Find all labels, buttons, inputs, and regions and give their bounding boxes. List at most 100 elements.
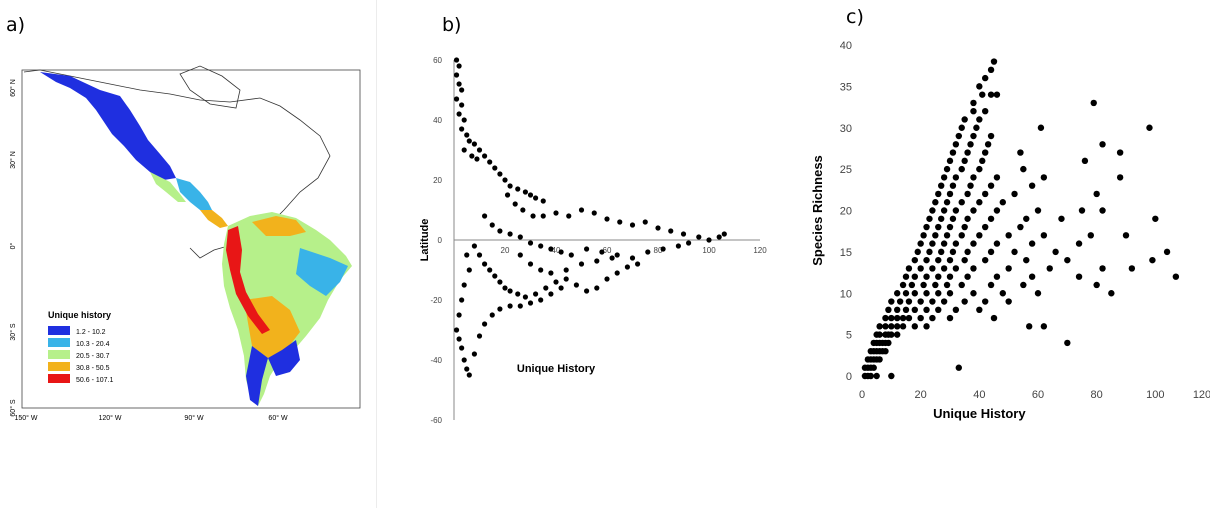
scatter-point	[558, 249, 564, 255]
scatter-point	[902, 290, 910, 297]
scatter-point	[517, 234, 523, 240]
x-tick-label: 100	[702, 246, 716, 255]
scatter-point	[987, 215, 995, 222]
scatter-point	[949, 248, 957, 256]
scatter-point	[604, 276, 610, 282]
scatter-point	[686, 240, 692, 246]
x-tick-label: 20	[501, 246, 510, 255]
x-axis-title: Unique History	[517, 363, 596, 375]
scatter-point	[987, 182, 995, 189]
scatter-point	[940, 174, 948, 181]
scatter-point	[970, 108, 977, 115]
scatter-point	[923, 306, 930, 313]
greenland-outline	[179, 65, 241, 109]
scatter-point	[955, 132, 962, 140]
scatter-point	[976, 83, 983, 90]
scatter-point	[899, 281, 907, 289]
scatter-point	[932, 281, 939, 289]
scatter-point	[1152, 215, 1159, 222]
lat-label-30s: 30° S	[9, 323, 17, 341]
scatter-point	[894, 331, 901, 338]
y-axis-title: Species Richness	[810, 155, 825, 266]
scatter-point	[482, 321, 488, 327]
scatter-point	[461, 282, 467, 288]
scatter-point	[466, 267, 472, 273]
scatter-point	[894, 323, 901, 330]
lon-label-150w: 150° W	[14, 414, 37, 422]
scatter-point	[459, 297, 465, 303]
scatter-point	[876, 356, 883, 363]
scatter-point	[961, 157, 968, 165]
scatter-point	[563, 267, 569, 273]
scatter-point	[1023, 215, 1030, 222]
scatter-point	[955, 364, 962, 371]
scatter-point	[1108, 290, 1115, 297]
scatter-point	[967, 141, 974, 148]
scatter-point	[1122, 232, 1130, 239]
scatter-point	[1028, 182, 1036, 189]
scatter-point	[935, 306, 942, 313]
scatter-point	[905, 314, 913, 322]
scatter-point	[507, 183, 513, 189]
scatter-point	[940, 207, 948, 214]
scatter-point	[502, 285, 508, 291]
scatter-point	[456, 312, 462, 318]
scatter-point	[584, 246, 590, 252]
scatter-point	[459, 87, 465, 93]
scatter-point	[558, 285, 564, 291]
scatter-point	[517, 252, 523, 258]
scatter-point	[1017, 149, 1024, 156]
scatter-point	[668, 228, 674, 234]
scatter-point	[990, 58, 998, 65]
legend-swatch	[48, 326, 70, 335]
scatter-point	[492, 165, 498, 171]
scatter-point	[507, 231, 513, 237]
scatter-point	[967, 182, 974, 189]
scatter-point	[935, 190, 942, 198]
scatter-point	[645, 249, 651, 255]
scatter-point	[911, 290, 918, 297]
scatter-point	[911, 323, 918, 330]
scatter-point	[497, 228, 503, 234]
scatter-point	[964, 248, 971, 256]
scatter-point	[1087, 232, 1094, 239]
y-axis-title: Latitude	[419, 219, 431, 262]
scatter-point	[1149, 256, 1156, 264]
y-tick-label: 40	[433, 116, 442, 125]
scatter-point	[946, 256, 954, 264]
scatter-point	[938, 182, 945, 189]
scatter-point	[471, 141, 477, 147]
scatter-point	[929, 314, 936, 322]
scatter-point	[469, 153, 475, 159]
region-red-andes	[226, 226, 270, 334]
scatter-point	[1099, 141, 1106, 148]
scatter-point	[476, 252, 483, 258]
legend-swatch	[48, 362, 70, 371]
scatter-point	[987, 91, 995, 98]
scatter-point	[911, 256, 918, 264]
panel-a-label: a)	[6, 14, 26, 36]
scatter-point	[976, 165, 983, 173]
scatter-point	[943, 165, 951, 173]
scatter-point	[894, 290, 901, 297]
scatter-point	[1116, 149, 1124, 156]
scatter-point	[894, 306, 901, 313]
scatter-point	[946, 190, 954, 198]
scatter-point	[1028, 240, 1036, 247]
scatter-point	[594, 285, 600, 291]
scatter-point	[527, 192, 534, 198]
y-tick-label: 25	[840, 164, 852, 176]
scatter-point	[538, 267, 544, 273]
scatter-point	[504, 192, 511, 198]
scatter-point	[920, 232, 927, 239]
scatter-point	[896, 298, 904, 305]
scatter-point	[530, 213, 536, 219]
scatter-point	[548, 246, 554, 252]
scatter-point	[911, 273, 918, 280]
scatter-point	[453, 57, 460, 63]
scatter-point	[487, 267, 493, 273]
scatter-point	[497, 171, 503, 177]
scatter-point	[905, 298, 913, 305]
scatter-point	[1163, 248, 1171, 256]
panel-c-label: c)	[846, 6, 864, 28]
